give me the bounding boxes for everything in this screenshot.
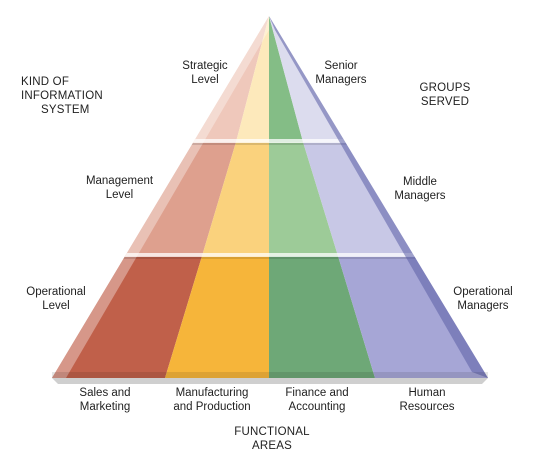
- pyramid-left-highlight: [52, 16, 269, 378]
- management-level-label: Management Level: [85, 175, 154, 201]
- operational-sales-segment: [52, 256, 202, 378]
- pyramid-bottom-edge: [52, 372, 488, 378]
- tier-divider-lower-shadow: [52, 257, 488, 259]
- tier-divider-upper: [52, 139, 488, 143]
- functional-areas-header: FUNCTIONAL AREAS: [234, 426, 310, 452]
- tier-divider-lower: [52, 253, 488, 257]
- management-finance-segment: [269, 142, 338, 256]
- operational-managers-label: Operational Managers: [453, 286, 513, 312]
- tier-divider-upper-shadow: [52, 143, 488, 145]
- manufacturing-and-production-label: Manufacturing and Production: [173, 387, 251, 413]
- human-resources-label: Human Resources: [399, 387, 455, 413]
- middle-managers-label: Middle Managers: [394, 176, 446, 202]
- groups-served-header: GROUPS SERVED: [419, 82, 471, 108]
- kind-of-information-system-header: KIND OF INFORMATION SYSTEM: [21, 76, 103, 116]
- strategic-level-label: Strategic Level: [182, 60, 228, 86]
- operational-manufacturing-segment: [165, 256, 269, 378]
- pyramid-right-bevel: [269, 16, 488, 378]
- pyramid-base-shadow: [52, 378, 488, 384]
- strategic-manufacturing-segment: [236, 16, 269, 142]
- operational-level-label: Operational Level: [26, 286, 86, 312]
- operational-finance-segment: [269, 256, 375, 378]
- senior-managers-label: Senior Managers: [315, 60, 367, 86]
- sales-and-marketing-label: Sales and Marketing: [79, 387, 131, 413]
- operational-hr-segment: [338, 256, 488, 378]
- finance-and-accounting-label: Finance and Accounting: [285, 387, 349, 413]
- management-manufacturing-segment: [202, 142, 269, 256]
